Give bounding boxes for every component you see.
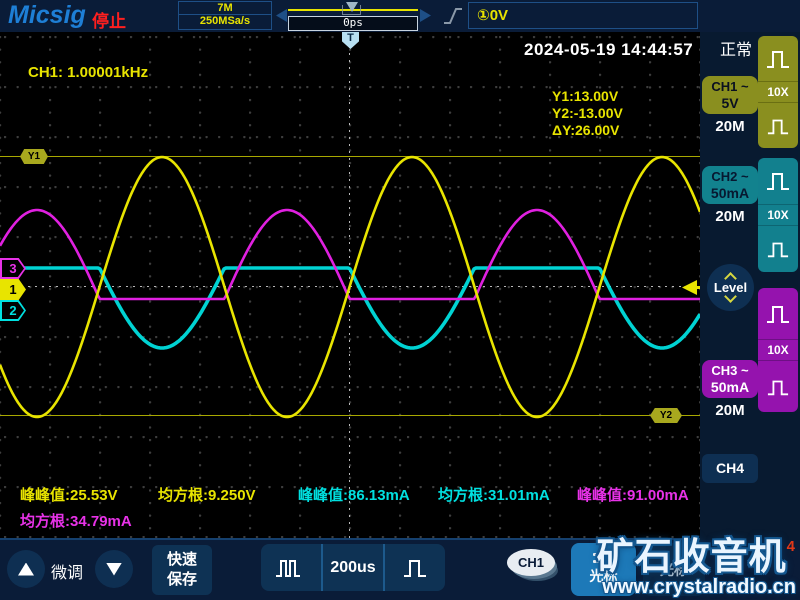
fine-tune-label: 微调 (51, 565, 84, 582)
measurement-ch2-pkpk: 峰峰值:86.13mA (298, 487, 410, 504)
bottom-toolbar: 微调 快速 保存 200us CH1 光标 (0, 540, 800, 600)
ch2-scale: 50mA (710, 185, 750, 201)
ch2-probe-ratio: 10X (767, 208, 789, 222)
triangle-down-icon (106, 562, 122, 576)
cursor-tag-y1[interactable]: Y1 (20, 149, 48, 164)
pulse-icon (758, 103, 798, 148)
ch2-probe-panel[interactable]: 10X (758, 158, 798, 272)
right-sidebar: 正常 10X 10X (700, 32, 800, 540)
cursor-y1-value: Y1:13.00V (552, 88, 619, 104)
ch3-button[interactable]: CH3 ~ 50mA (702, 360, 758, 398)
ch3-bandwidth: 20M (715, 402, 745, 419)
ch3-probe-panel[interactable]: 10X (758, 288, 798, 412)
top-bar: Micsig 停止 7M 250MSa/s 0ps ①0V (0, 0, 800, 32)
ch2-button[interactable]: CH2 ~ 50mA (702, 166, 758, 204)
run-stop-status[interactable]: 停止 (92, 12, 126, 31)
measurement-ch1-pkpk: 峰峰值:25.53V (20, 487, 118, 504)
ch1-probe-ratio: 10X (767, 85, 789, 99)
double-pulse-icon[interactable] (261, 544, 321, 591)
channel-badge-ch3[interactable]: 3 (0, 258, 26, 279)
ch4-button[interactable]: CH4 (702, 454, 758, 483)
ch1-scale: 5V (721, 95, 739, 111)
fine-tune-down-button[interactable] (95, 550, 133, 588)
cursor-button-secondary[interactable]: 光标 (643, 543, 705, 596)
waveform-traces (0, 155, 700, 419)
trigger-level-button[interactable]: Level (707, 264, 754, 311)
pulse-icon (758, 361, 798, 412)
channel-badge-ch2[interactable]: 2 (0, 300, 26, 321)
quick-save-button[interactable]: 快速 保存 (152, 545, 212, 595)
cursor-dy-value: ΔY:26.00V (552, 122, 620, 138)
ch1-bandwidth: 20M (715, 118, 745, 135)
trigger-source-button[interactable]: CH1 (507, 549, 561, 585)
ch2-bandwidth: 20M (715, 208, 745, 225)
memory-depth: 7M (179, 2, 271, 15)
pulse-icon[interactable] (385, 544, 445, 591)
measurement-ch3-rms: 均方根:34.79mA (20, 513, 132, 530)
timeline-trigger-marker-icon[interactable] (346, 2, 358, 12)
cursor-readout: Y1:13.00V Y2:-13.00V ΔY:26.00V (552, 88, 623, 139)
pulse-icon (758, 36, 798, 81)
horizontal-position-value[interactable]: 0ps (288, 16, 418, 31)
cursor-line-y2[interactable] (0, 415, 700, 416)
datetime: 2024-05-19 14:44:57 (524, 40, 694, 59)
channel-badge-ch1[interactable]: 1 (0, 279, 26, 300)
timeline-left-arrow-icon[interactable] (276, 9, 287, 22)
measurement-ch2-rms: 均方根:31.01mA (438, 487, 550, 504)
pulse-icon (758, 288, 798, 339)
measurement-ch3-pkpk: 峰峰值:91.00mA (577, 487, 689, 504)
measurement-ch1-rms: 均方根:9.250V (158, 487, 256, 504)
cursor-tag-y2[interactable]: Y2 (650, 408, 682, 423)
trigger-level-arrow-tail (694, 286, 700, 289)
ch3-scale: 50mA (710, 379, 750, 395)
triangle-up-icon (18, 562, 34, 576)
pulse-icon (758, 226, 798, 272)
ch1-probe-panel[interactable]: 10X (758, 36, 798, 148)
waveform-display: Y1 Y2 T 3 1 2 2024-05-19 14:44:57 CH1: 1… (0, 32, 700, 540)
timebase-value[interactable]: 200us (330, 558, 376, 576)
ch1-trace (0, 155, 700, 419)
cursor-button[interactable]: 光标 (571, 543, 636, 596)
fine-tune-up-button[interactable] (7, 550, 45, 588)
ch3-trace (0, 208, 700, 301)
trigger-position-marker[interactable]: T (342, 32, 359, 49)
timebase-group[interactable]: 200us (261, 544, 445, 591)
trigger-mode-label[interactable]: 正常 (719, 42, 752, 59)
ch3-probe-ratio: 10X (767, 343, 789, 357)
acquisition-info-box[interactable]: 7M 250MSa/s (178, 1, 272, 30)
trigger-level-readout[interactable]: ①0V (468, 2, 698, 29)
cursor-y2-value: Y2:-13.00V (552, 105, 623, 121)
ch2-trace (0, 266, 700, 350)
timeline-right-arrow-icon[interactable] (420, 9, 431, 22)
micsig-logo: Micsig (8, 1, 86, 29)
pulse-icon (758, 158, 798, 204)
timeline-window-bracket (342, 5, 361, 15)
sample-rate: 250MSa/s (199, 15, 251, 27)
ch1-button[interactable]: CH1 ~ 5V (702, 76, 758, 114)
cursor-line-y1[interactable] (0, 156, 700, 157)
frequency-counter: CH1: 1.00001kHz (28, 64, 149, 81)
cursor-lines-icon (592, 553, 615, 563)
